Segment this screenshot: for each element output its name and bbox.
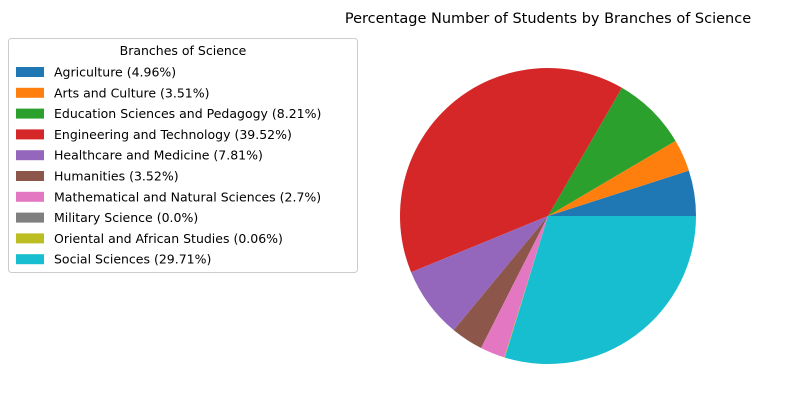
legend-label-1: Arts and Culture (3.51%) xyxy=(54,85,210,100)
legend-swatch-2 xyxy=(16,108,44,119)
pie-slice-9 xyxy=(504,216,696,365)
legend-frame xyxy=(8,38,358,273)
legend-label-2: Education Sciences and Pedagogy (8.21%) xyxy=(54,106,321,121)
legend-label-9: Social Sciences (29.71%) xyxy=(54,252,211,267)
pie-slice-4 xyxy=(411,216,548,331)
legend-swatch-3 xyxy=(16,129,44,140)
legend: Branches of Science Agriculture (4.96%)A… xyxy=(8,38,358,273)
legend-label-8: Oriental and African Studies (0.06%) xyxy=(54,231,283,246)
legend-label-3: Engineering and Technology (39.52%) xyxy=(54,127,292,142)
legend-swatch-6 xyxy=(16,191,44,202)
pie-slice-6 xyxy=(481,216,548,358)
pie-slice-2 xyxy=(548,87,676,216)
legend-items: Agriculture (4.96%) Arts and Culture (3.5… xyxy=(16,65,321,267)
pie-slice-1 xyxy=(548,140,689,216)
pie-slices xyxy=(400,68,696,365)
legend-swatch-5 xyxy=(16,171,44,181)
chart-title: Percentage Number of Students by Branche… xyxy=(345,11,751,27)
pie-slice-0 xyxy=(548,170,696,216)
legend-title: Branches of Science xyxy=(120,43,247,58)
pie-slice-8 xyxy=(504,216,548,358)
legend-label-7: Military Science (0.0%) xyxy=(54,210,198,225)
legend-swatch-9 xyxy=(16,254,44,265)
legend-label-4: Healthcare and Medicine (7.81%) xyxy=(54,148,263,163)
legend-label-0: Agriculture (4.96%) xyxy=(54,65,176,80)
legend-swatch-8 xyxy=(16,233,44,244)
pie-slice-3 xyxy=(400,68,622,273)
legend-label-6: Mathematical and Natural Sciences (2.7%) xyxy=(54,189,321,204)
pie-slice-5 xyxy=(453,216,548,348)
legend-swatch-4 xyxy=(16,150,44,161)
legend-swatch-7 xyxy=(16,212,44,223)
legend-swatch-1 xyxy=(16,87,44,98)
legend-swatch-0 xyxy=(16,67,44,77)
legend-label-5: Humanities (3.52%) xyxy=(54,169,179,184)
